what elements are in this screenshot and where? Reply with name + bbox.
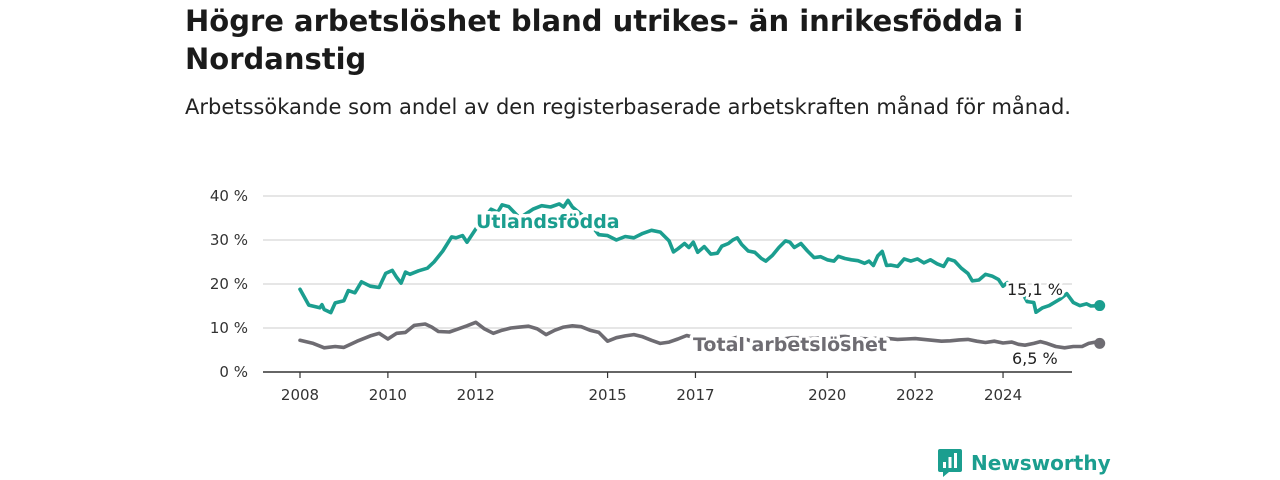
y-axis: 0 % 10 % 20 % 30 % 40 % xyxy=(210,187,248,381)
series-line-total xyxy=(298,320,1102,350)
series-lines xyxy=(298,198,1106,350)
end-value-label-total: 6,5 % xyxy=(1012,349,1058,368)
end-point-total xyxy=(1094,337,1106,349)
y-tick-label: 30 % xyxy=(210,231,248,249)
brand-logo: Newsworthy xyxy=(937,448,1111,478)
x-tick-label: 2024 xyxy=(984,386,1022,404)
x-tick-label: 2017 xyxy=(676,386,714,404)
y-tick-label: 40 % xyxy=(210,187,248,205)
brand-name: Newsworthy xyxy=(971,451,1111,475)
x-tick-label: 2022 xyxy=(896,386,934,404)
chart-title: Högre arbetslöshet bland utrikes- än inr… xyxy=(185,4,1024,76)
series-label-total: Total arbetslöshet xyxy=(693,334,887,356)
x-tick-label: 2012 xyxy=(457,386,495,404)
x-tick-label: 2008 xyxy=(281,386,319,404)
x-axis: 2008 2010 2012 2015 2017 2020 2022 2024 xyxy=(263,371,1072,404)
y-tick-label: 10 % xyxy=(210,319,248,337)
end-value-label-utlandsfodda: 15,1 % xyxy=(1007,280,1063,299)
series-line-utlandsfodda xyxy=(298,198,1102,315)
gridlines xyxy=(263,195,1072,329)
x-tick-label: 2010 xyxy=(369,386,407,404)
series-labels: Utlandsfödda Total arbetslöshet 15,1 % 6… xyxy=(473,208,1066,371)
x-tick-label: 2020 xyxy=(808,386,846,404)
y-tick-label: 0 % xyxy=(219,363,248,381)
series-label-utlandsfodda: Utlandsfödda xyxy=(476,211,620,233)
newsworthy-logo-icon xyxy=(938,449,962,477)
y-tick-label: 20 % xyxy=(210,275,248,293)
chart-subtitle: Arbetssökande som andel av den registerb… xyxy=(185,95,1071,119)
x-tick-label: 2015 xyxy=(588,386,626,404)
line-chart: 0 % 10 % 20 % 30 % 40 % 2008 2010 2012 2015 2017… xyxy=(210,187,1106,404)
end-point-utlandsfodda xyxy=(1094,300,1106,312)
